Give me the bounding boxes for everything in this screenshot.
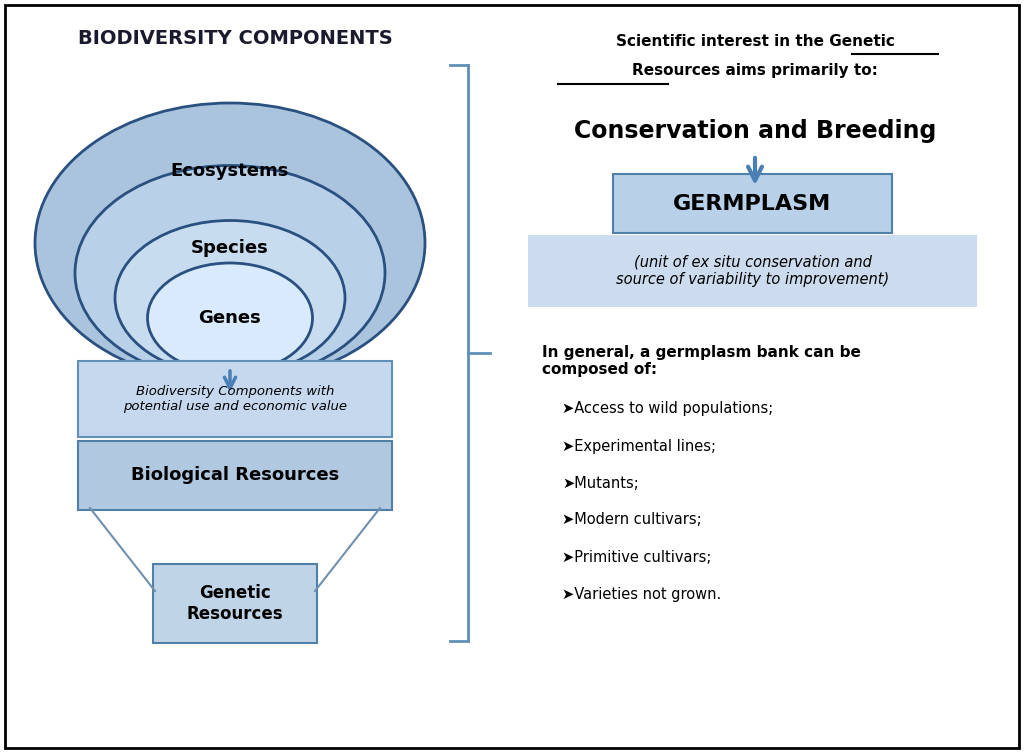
Text: Genetic
Resources: Genetic Resources xyxy=(186,584,284,623)
FancyBboxPatch shape xyxy=(78,361,392,437)
Ellipse shape xyxy=(35,103,425,383)
Text: ➤Experimental lines;: ➤Experimental lines; xyxy=(562,438,716,453)
Text: Conservation and Breeding: Conservation and Breeding xyxy=(573,119,936,143)
FancyBboxPatch shape xyxy=(613,174,892,233)
Text: Scientific interest in the Genetic: Scientific interest in the Genetic xyxy=(615,33,894,48)
Ellipse shape xyxy=(147,263,312,373)
Text: ➤Varieties not grown.: ➤Varieties not grown. xyxy=(562,587,721,602)
FancyBboxPatch shape xyxy=(528,235,977,307)
FancyBboxPatch shape xyxy=(78,441,392,510)
Text: Species: Species xyxy=(191,239,269,257)
Text: (unit of ex situ conservation and
source of variability to improvement): (unit of ex situ conservation and source… xyxy=(615,255,889,287)
FancyBboxPatch shape xyxy=(153,564,317,643)
Text: Biological Resources: Biological Resources xyxy=(131,467,339,484)
Text: BIODIVERSITY COMPONENTS: BIODIVERSITY COMPONENTS xyxy=(78,29,392,47)
Text: Ecosystems: Ecosystems xyxy=(171,162,289,180)
Text: Resources aims primarily to:: Resources aims primarily to: xyxy=(632,63,878,78)
Text: ➤Access to wild populations;: ➤Access to wild populations; xyxy=(562,401,773,416)
Text: ➤Primitive cultivars;: ➤Primitive cultivars; xyxy=(562,550,712,565)
Text: In general, a germplasm bank can be
composed of:: In general, a germplasm bank can be comp… xyxy=(542,345,861,377)
Text: ➤Modern cultivars;: ➤Modern cultivars; xyxy=(562,513,701,528)
Text: Biodiversity Components with
potential use and economic value: Biodiversity Components with potential u… xyxy=(123,385,347,413)
Ellipse shape xyxy=(115,221,345,376)
Text: GERMPLASM: GERMPLASM xyxy=(674,194,831,214)
Text: ➤Mutants;: ➤Mutants; xyxy=(562,475,639,490)
Text: Genes: Genes xyxy=(199,309,261,327)
FancyBboxPatch shape xyxy=(5,5,1019,748)
Ellipse shape xyxy=(75,166,385,380)
